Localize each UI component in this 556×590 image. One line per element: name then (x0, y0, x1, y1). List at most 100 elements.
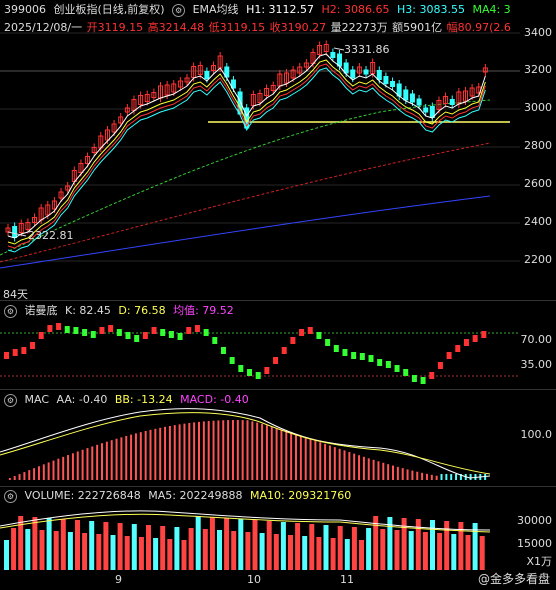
candle (283, 72, 289, 84)
settings-icon[interactable]: ⚙ (4, 489, 17, 503)
macd-bar (280, 429, 283, 480)
volume-value[interactable]: VOLUME: 222726848 (24, 489, 141, 502)
volume-bar (408, 531, 414, 570)
candle (51, 200, 57, 210)
macd-bar (212, 420, 215, 480)
macd-bar (168, 425, 171, 480)
volume-bar (479, 536, 485, 570)
volume-bar (138, 537, 144, 570)
volume-bar (238, 519, 244, 570)
kdj-bar (99, 327, 105, 334)
macd-bb: BB: -13.24 (114, 393, 173, 406)
macd-bar (227, 420, 230, 480)
peak-pointer (333, 47, 345, 51)
volume-bar (32, 517, 38, 570)
macd-bar (241, 420, 244, 480)
kdj-bar (82, 329, 88, 336)
index-name[interactable]: 创业板指(日线,前复权) (53, 3, 165, 16)
low-pointer (7, 231, 27, 237)
kdj-bar (342, 349, 348, 356)
kdj-bar (247, 369, 252, 376)
volume-bar (167, 539, 173, 570)
macd-bar (52, 460, 55, 480)
candle (111, 123, 117, 133)
macd-bar (435, 475, 438, 480)
x-tick: 11 (340, 573, 354, 586)
macd-bar (358, 455, 361, 480)
macd-bar (76, 451, 79, 480)
ema-green (0, 99, 491, 256)
macd-title[interactable]: MAC (24, 393, 50, 406)
candle (118, 116, 124, 124)
macd-bar (459, 474, 462, 480)
kdj-bar (203, 329, 209, 336)
settings-icon[interactable]: ⚙ (4, 393, 17, 407)
kdj-bar (316, 332, 322, 339)
macd-value: MACD: -0.40 (180, 393, 249, 406)
candle (91, 147, 97, 153)
main-ytick: 2600 (524, 177, 552, 190)
macd-bar (401, 468, 404, 480)
volume-bar (124, 536, 130, 570)
volume-bar (110, 535, 116, 570)
kdj-bar (455, 345, 461, 352)
candle (323, 44, 329, 52)
settings-icon[interactable]: ⚙ (172, 3, 186, 17)
macd-bar (421, 472, 424, 480)
macd-bar (81, 449, 84, 480)
macd-bar (202, 421, 205, 480)
macd-bar (236, 420, 239, 480)
h2-value: H2: 3086.65 (321, 3, 390, 16)
main-ytick: 2400 (524, 215, 552, 228)
macd-line-white (0, 408, 491, 479)
macd-bar (13, 476, 16, 480)
volume-bar (472, 523, 478, 570)
candle (171, 83, 177, 93)
volume-bar (231, 531, 237, 570)
kdj-bar (142, 332, 148, 339)
macd-bar (246, 420, 249, 480)
kdj-bar (168, 331, 174, 338)
candle (12, 226, 18, 238)
h3-value: H3: 3083.55 (397, 3, 465, 16)
kdj-bar (385, 361, 391, 368)
macd-bar (387, 464, 390, 480)
candle (211, 65, 217, 71)
macd-bar (348, 452, 351, 480)
candle (297, 66, 303, 74)
kdj-bar (238, 365, 244, 372)
macd-bar (270, 426, 273, 480)
volume-bar (245, 532, 251, 570)
settings-icon[interactable]: ⚙ (4, 304, 17, 318)
volume-bar (202, 529, 208, 570)
volume-bar (195, 516, 201, 570)
kdj-bars (4, 323, 487, 384)
volume-header: ⚙ VOLUME: 222726848 MA5: 202249888 MA10:… (4, 489, 355, 503)
volume-bar (437, 533, 443, 570)
ema-yellow (7, 59, 486, 245)
kdj-title[interactable]: 诺曼底 (24, 304, 58, 317)
macd-bar (353, 453, 356, 480)
kdj-bar (273, 357, 279, 364)
macd-bar (285, 431, 288, 480)
volume-bar (359, 540, 364, 570)
ema-long-red (0, 142, 491, 263)
volume-bar (25, 529, 31, 570)
volume-bar (259, 533, 265, 570)
volume-bar (209, 517, 215, 570)
indicator-name[interactable]: EMA均线 (192, 3, 239, 16)
volume-bar (224, 518, 230, 570)
macd-bar (382, 462, 385, 480)
days-label: 84天 (3, 288, 28, 301)
macd-bar (105, 441, 108, 480)
candles[interactable] (5, 40, 488, 242)
kdj-bar (229, 357, 235, 364)
macd-bar (42, 464, 45, 480)
candle (350, 69, 356, 79)
kdj-avg: 均值: 79.52 (173, 304, 234, 317)
macd-bar (295, 434, 297, 480)
volume-bar (387, 517, 393, 570)
kdj-bar (4, 352, 9, 359)
candle (376, 70, 382, 80)
